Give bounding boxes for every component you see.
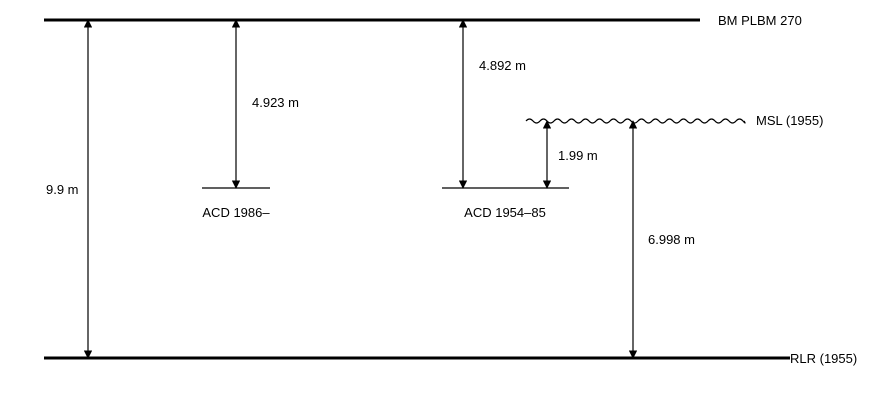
rlr-label: RLR (1955) xyxy=(790,351,857,366)
acd-old-to-msl-measure-label: 1.99 m xyxy=(558,148,598,163)
bm-to-acd-old-measure-label: 4.892 m xyxy=(479,58,526,73)
rlr-to-msl-measure-label: 6.998 m xyxy=(648,232,695,247)
bm-label: BM PLBM 270 xyxy=(718,13,802,28)
bm-to-acd-new-measure-label: 4.923 m xyxy=(252,95,299,110)
msl-label: MSL (1955) xyxy=(756,113,823,128)
acd-old-label: ACD 1954–85 xyxy=(464,205,546,220)
acd-new-label: ACD 1986– xyxy=(202,205,270,220)
msl-wave-line xyxy=(525,118,746,124)
total-measure-label: 9.9 m xyxy=(46,182,79,197)
